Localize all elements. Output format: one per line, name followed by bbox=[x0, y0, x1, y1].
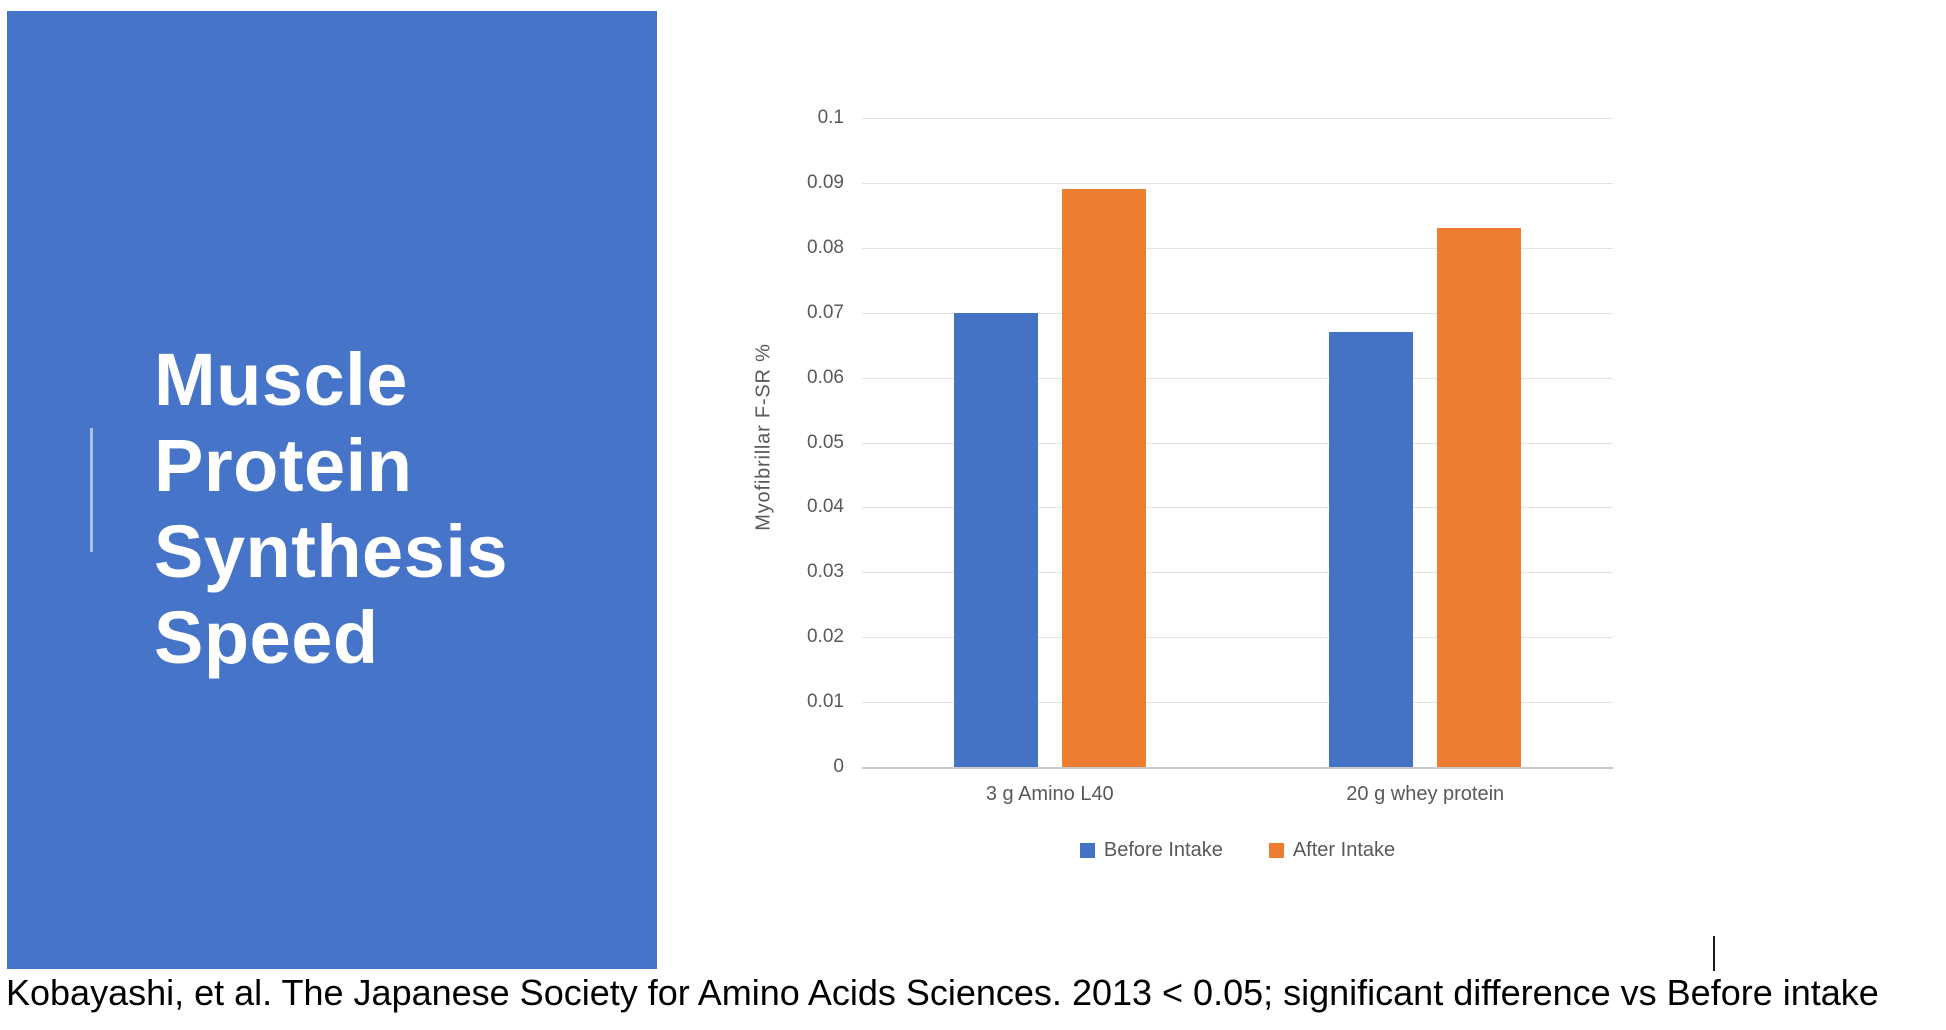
x-axis-category-label: 3 g Amino L40 bbox=[985, 783, 1114, 805]
y-axis-tick-label: 0.09 bbox=[807, 171, 844, 193]
slide-title-line: Muscle bbox=[154, 338, 408, 421]
gridline bbox=[862, 442, 1613, 444]
chart-plot-area bbox=[862, 118, 1613, 769]
y-axis-tick-label: 0.01 bbox=[807, 691, 844, 713]
gridline bbox=[862, 312, 1613, 314]
bar-before-intake bbox=[953, 312, 1038, 767]
slide-title: Muscle Protein Synthesis Speed bbox=[154, 337, 508, 681]
text-cursor bbox=[1713, 936, 1715, 971]
citation-text[interactable]: Kobayashi, et al. The Japanese Society f… bbox=[6, 972, 1879, 1013]
x-axis-category-label: 20 g whey protein bbox=[1346, 783, 1505, 805]
legend-swatch bbox=[1268, 843, 1284, 858]
legend-item: Before Intake bbox=[1079, 839, 1223, 862]
y-axis-tick-label: 0.04 bbox=[807, 496, 844, 518]
y-axis-tick-label: 0.03 bbox=[807, 561, 844, 583]
slide-title-line: Protein bbox=[154, 424, 413, 507]
gridline bbox=[862, 507, 1613, 509]
y-axis-tick-label: 0.06 bbox=[807, 366, 844, 388]
legend-label: Before Intake bbox=[1103, 839, 1223, 861]
gridline bbox=[862, 702, 1613, 704]
slide-title-panel: Muscle Protein Synthesis Speed bbox=[7, 11, 657, 969]
y-axis-tick-label: 0 bbox=[833, 756, 844, 777]
chart-legend: Before Intake After Intake bbox=[862, 839, 1613, 862]
gridline bbox=[862, 182, 1613, 184]
bar-before-intake bbox=[1329, 332, 1414, 767]
gridline bbox=[862, 247, 1613, 249]
slide-title-line: Synthesis bbox=[154, 510, 509, 593]
legend-swatch bbox=[1079, 843, 1095, 858]
bar-after-intake bbox=[1437, 228, 1522, 767]
gridline bbox=[862, 118, 1613, 119]
gridline bbox=[862, 572, 1613, 574]
gridline bbox=[862, 637, 1613, 639]
title-accent-line bbox=[90, 428, 93, 552]
legend-item: After Intake bbox=[1268, 839, 1396, 862]
y-axis-tick-label: 0.02 bbox=[807, 626, 844, 648]
gridline bbox=[862, 377, 1613, 379]
y-axis-tick-label: 0.07 bbox=[807, 301, 844, 323]
bar-after-intake bbox=[1061, 189, 1146, 767]
slide-title-line: Speed bbox=[154, 596, 379, 679]
y-axis-tick-label: 0.05 bbox=[807, 431, 844, 453]
legend-label: After Intake bbox=[1292, 839, 1396, 861]
y-axis-tick-label: 0.1 bbox=[817, 107, 844, 128]
y-axis-tick-label: 0.08 bbox=[807, 236, 844, 258]
